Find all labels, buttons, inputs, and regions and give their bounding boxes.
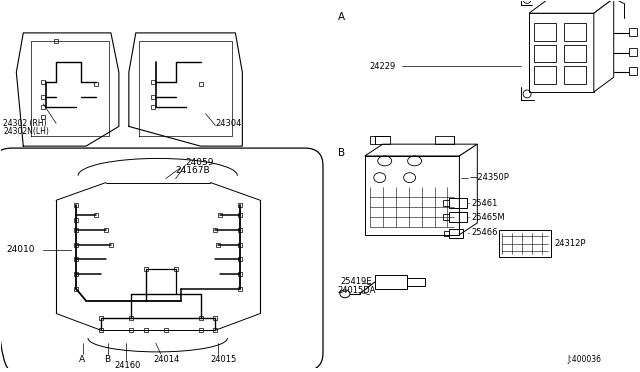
Bar [534, 66, 556, 84]
Bar [216, 243, 220, 247]
Text: 25461: 25461 [471, 199, 498, 208]
Text: 24160: 24160 [114, 361, 140, 370]
Polygon shape [529, 0, 614, 13]
Bar [238, 272, 243, 276]
Polygon shape [460, 144, 477, 235]
Bar [628, 67, 637, 75]
Text: 25419E: 25419E [340, 276, 371, 285]
Text: B: B [104, 355, 110, 364]
Bar [94, 82, 98, 86]
Bar [375, 275, 406, 289]
Bar [74, 243, 78, 247]
Bar [444, 200, 449, 206]
Bar [218, 213, 223, 217]
Bar [74, 272, 78, 276]
Bar [144, 328, 148, 332]
Text: 25466: 25466 [471, 228, 498, 237]
Text: 24015DA: 24015DA [337, 286, 375, 295]
Polygon shape [594, 0, 614, 92]
Bar [41, 115, 45, 119]
Text: 24304: 24304 [216, 119, 242, 128]
Bar [74, 257, 78, 261]
Bar [74, 287, 78, 291]
Bar [41, 80, 45, 84]
Bar [164, 328, 168, 332]
Bar [564, 45, 586, 62]
Text: —24350P: —24350P [469, 173, 509, 182]
Bar [370, 136, 390, 144]
Bar [238, 243, 243, 247]
Bar [564, 66, 586, 84]
Text: J:400036: J:400036 [567, 355, 601, 364]
Bar [214, 317, 218, 320]
Bar [74, 228, 78, 232]
Bar [628, 28, 637, 36]
Bar [54, 39, 58, 43]
Text: 24302N(LH): 24302N(LH) [3, 127, 49, 136]
Bar [109, 243, 113, 247]
Bar [214, 328, 218, 332]
Bar [534, 45, 556, 62]
Text: A: A [338, 12, 345, 22]
Bar [238, 228, 243, 232]
Text: 24312P: 24312P [554, 239, 586, 248]
Text: 24167B: 24167B [175, 166, 211, 175]
Text: 24015: 24015 [211, 355, 237, 364]
Bar [214, 228, 218, 232]
Bar [198, 82, 202, 86]
Bar [74, 203, 78, 207]
Bar [41, 95, 45, 99]
Bar [74, 218, 78, 222]
Polygon shape [365, 144, 477, 156]
Bar [151, 105, 155, 109]
Bar [99, 317, 103, 320]
Bar [449, 212, 467, 222]
Bar [94, 213, 98, 217]
Bar [449, 198, 467, 208]
Bar [238, 287, 243, 291]
Bar [151, 80, 155, 84]
Bar [151, 95, 155, 99]
Bar [444, 231, 449, 236]
Text: B: B [338, 148, 345, 158]
Bar [198, 317, 202, 320]
Text: A: A [79, 355, 85, 364]
Text: 25465M: 25465M [471, 212, 505, 221]
Text: 24010: 24010 [6, 245, 35, 254]
Bar [41, 105, 45, 109]
Bar [129, 328, 133, 332]
Text: 24302 (RH): 24302 (RH) [3, 119, 47, 128]
Bar [99, 328, 103, 332]
Bar [529, 13, 594, 92]
Bar [238, 203, 243, 207]
Bar [449, 229, 463, 238]
Bar [198, 328, 202, 332]
Bar [365, 156, 460, 235]
Bar [406, 278, 424, 286]
Text: 24059: 24059 [186, 158, 214, 167]
Bar [499, 230, 551, 257]
Bar [564, 23, 586, 41]
Bar [534, 23, 556, 41]
Bar [238, 213, 243, 217]
Bar [238, 257, 243, 261]
Bar [444, 214, 449, 220]
Text: 24229: 24229 [370, 62, 396, 71]
Bar [129, 317, 133, 320]
Bar [173, 267, 178, 271]
Bar [435, 136, 454, 144]
Text: 24014: 24014 [154, 355, 180, 364]
Bar [628, 48, 637, 55]
Bar [104, 228, 108, 232]
Bar [144, 267, 148, 271]
